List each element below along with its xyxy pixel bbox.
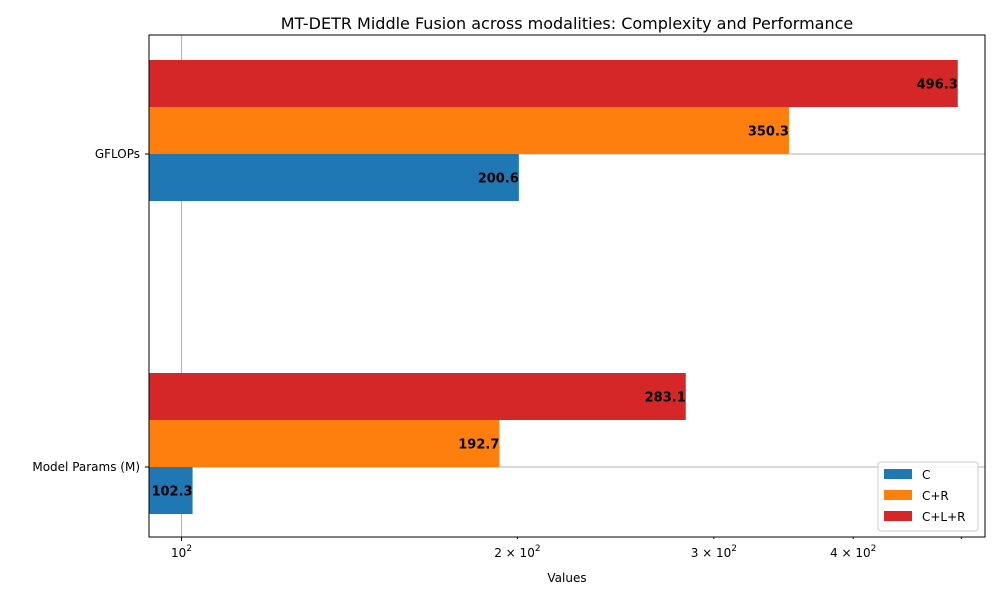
data-label: 200.6 [478,172,519,187]
x-tick-label: 2 × 102 [494,544,540,560]
legend-swatch [884,490,912,500]
legend-swatch [884,469,912,479]
data-label: 496.3 [917,78,958,93]
bar-c-r [149,420,500,467]
legend-label: C [922,468,930,482]
bar-c [149,154,519,201]
x-tick-label: 4 × 102 [830,544,876,560]
bar-c-l-r [149,60,958,107]
data-label: 102.3 [151,485,192,500]
bar-c [149,467,193,514]
legend-label: C+L+R [922,510,966,524]
legend-label: C+R [922,489,949,503]
y-tick-label: Model Params (M) [32,460,140,474]
data-labels: 102.3 200.6 192.7 350.3 283.1 496.3 [151,78,957,500]
chart-title: MT-DETR Middle Fusion across modalities:… [281,14,854,33]
plot-frame [148,34,986,538]
legend-swatch [884,511,912,521]
axes: Model Params (M) GFLOPs 102 2 × 102 3 × 102 4… [32,147,962,560]
data-label: 283.1 [645,391,686,406]
bar-c-r [149,107,789,154]
x-tick-label: 3 × 102 [691,544,737,560]
bars [149,60,958,514]
bar-c-l-r [149,373,686,420]
data-label: 350.3 [748,125,789,140]
data-label: 192.7 [458,438,499,453]
x-axis-label: Values [547,571,586,585]
legend: C C+R C+L+R [877,461,979,532]
x-tick-label: 102 [171,544,192,560]
y-tick-label: GFLOPs [95,147,140,161]
